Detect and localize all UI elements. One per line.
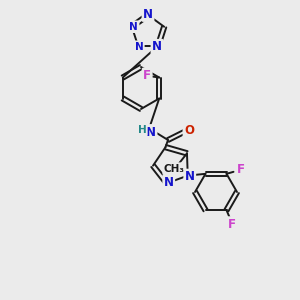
Text: N: N bbox=[152, 40, 162, 53]
Text: N: N bbox=[146, 125, 156, 139]
Text: N: N bbox=[143, 8, 153, 20]
Text: H: H bbox=[138, 125, 146, 135]
Text: F: F bbox=[143, 69, 151, 82]
Text: N: N bbox=[135, 42, 143, 52]
Text: N: N bbox=[185, 170, 195, 183]
Text: F: F bbox=[227, 218, 236, 231]
Text: O: O bbox=[184, 124, 194, 136]
Text: F: F bbox=[236, 163, 244, 176]
Text: CH₃: CH₃ bbox=[164, 164, 184, 174]
Text: N: N bbox=[130, 22, 138, 32]
Text: N: N bbox=[164, 176, 174, 189]
